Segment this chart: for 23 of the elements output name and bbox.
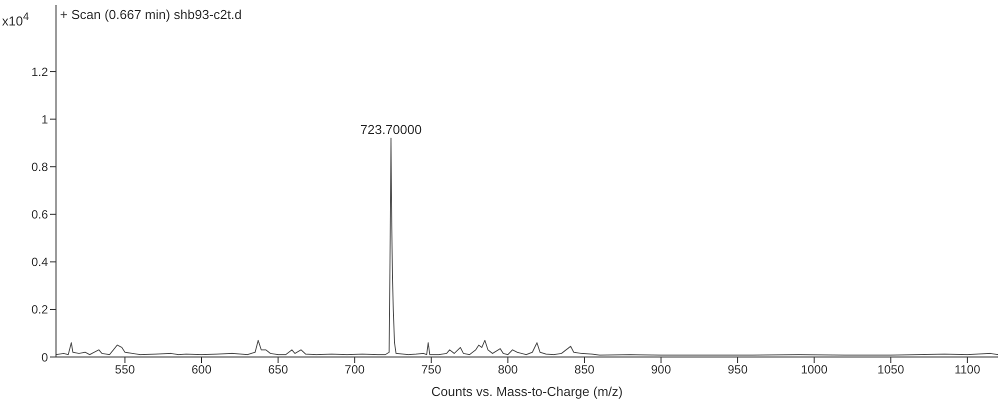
x-tick-label: 950	[728, 362, 748, 377]
y-tick-label: 0.2	[31, 302, 48, 317]
x-tick-label: 700	[344, 362, 366, 377]
y-tick-label: 1	[41, 112, 48, 126]
x-tick-label: 600	[191, 362, 212, 377]
y-tick-label: 1.2	[31, 64, 48, 79]
x-tick-label: 850	[574, 362, 595, 377]
y-tick-label: 0.6	[31, 208, 48, 222]
y-tick-label: 0	[41, 350, 48, 364]
x-tick-label: 1050	[877, 362, 904, 377]
text: x10$^{4}$	[2, 10, 29, 30]
x-tick-label: 900	[651, 362, 672, 377]
y-tick-label: 0.4	[31, 255, 48, 270]
x-tick-label: 650	[268, 362, 288, 377]
y-tick-label: 0.8	[31, 160, 48, 174]
annotation: 723.70000	[360, 122, 422, 138]
x-tick-label: 750	[421, 362, 442, 377]
x-tick-label: 1100	[954, 362, 981, 377]
chart-title: + Scan (0.667 min) shb93-c2t.d	[60, 7, 242, 23]
x-tick-label: 1000	[800, 362, 828, 377]
x-axis-title: Counts vs. Mass-to-Charge (m/z)	[431, 384, 623, 399]
x-tick-label: 800	[498, 362, 518, 377]
x-tick-label: 550	[114, 362, 136, 377]
